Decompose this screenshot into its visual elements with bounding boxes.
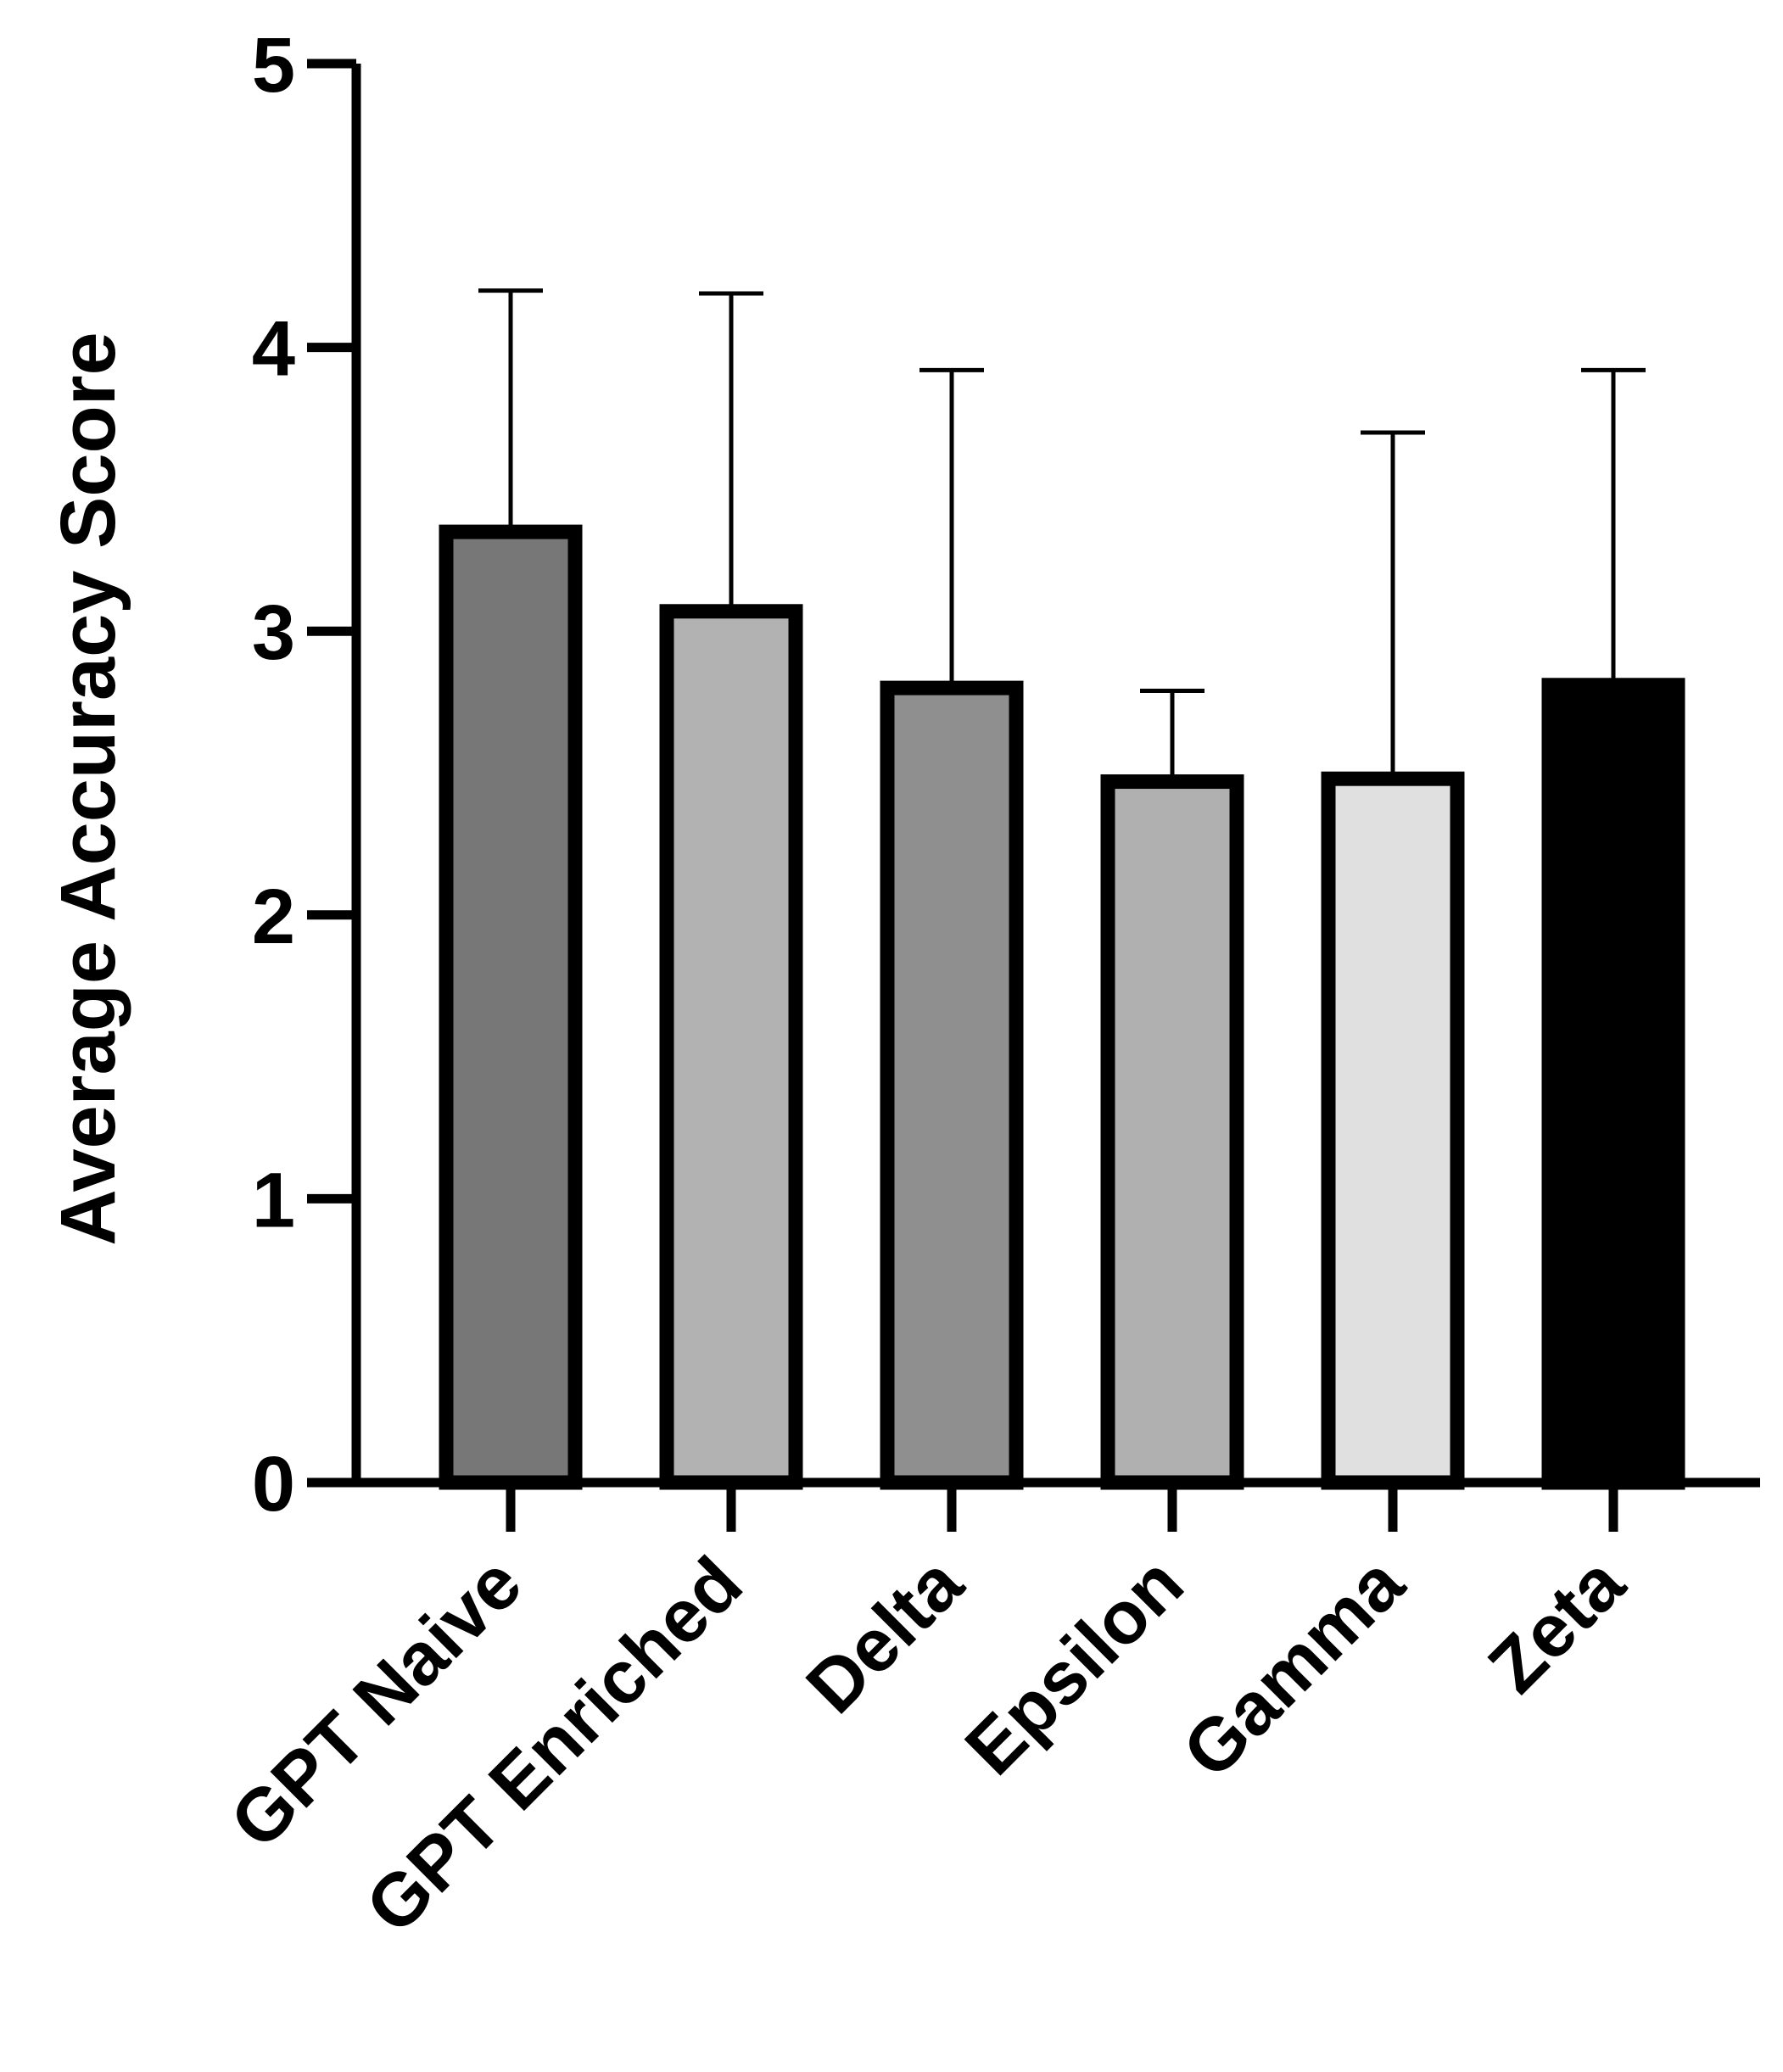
y-tick-label: 4 (252, 306, 295, 393)
y-tick-label: 2 (252, 874, 295, 960)
bars-group (439, 524, 1685, 1490)
y-tick-label: 5 (252, 22, 295, 109)
x-tick-label: Epsilon (949, 1540, 1199, 1790)
x-tick-label: GPT Enriched (349, 1540, 757, 1948)
x-tick-label: Gamma (1166, 1540, 1420, 1794)
y-tick-label: 3 (252, 589, 295, 676)
axes-group (307, 59, 1760, 1532)
y-axis-title: Average Accuracy Score (45, 332, 131, 1245)
bar-epsilon (1100, 774, 1244, 1490)
y-tick-label: 1 (252, 1157, 295, 1243)
bar-zeta (1541, 678, 1685, 1490)
bar-gpt-naive (439, 524, 583, 1490)
error-bars-group (478, 288, 1646, 782)
bar-gpt-enriched (659, 604, 803, 1490)
y-tick-label: 0 (252, 1441, 295, 1527)
bar-delta (880, 680, 1024, 1490)
bar-gamma (1321, 771, 1465, 1490)
x-tick-label: Delta (790, 1540, 979, 1729)
x-tick-label: Zeta (1472, 1540, 1640, 1709)
